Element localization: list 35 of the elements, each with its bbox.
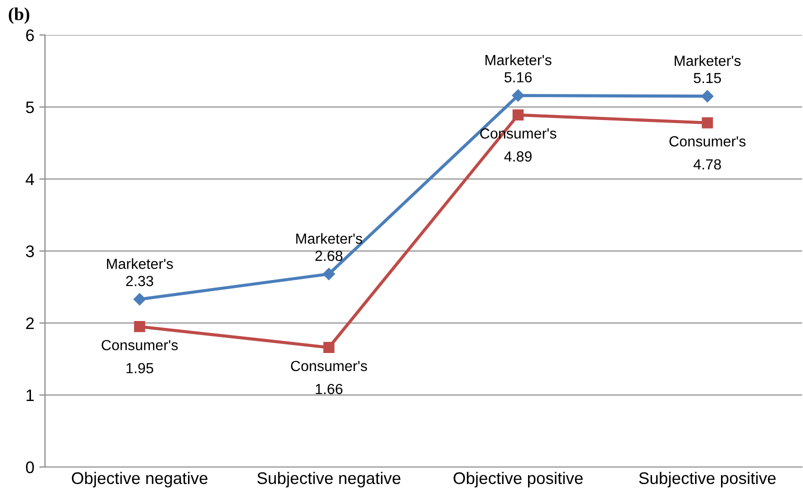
series-label: Marketer's: [296, 233, 362, 244]
y-tick-label: 2: [26, 317, 34, 330]
text: Consumer's: [669, 136, 746, 147]
point: [134, 293, 146, 306]
y-tick-label: 3: [26, 245, 34, 258]
y-tick-label: 6: [26, 29, 34, 42]
data-label: 1.66: [316, 384, 342, 394]
point: [701, 90, 714, 102]
data-label: 4.78: [694, 159, 721, 170]
point: [323, 342, 334, 354]
y-tick-label: 5: [26, 102, 34, 114]
chart-title: (b): [8, 7, 30, 24]
text: Marketer's: [674, 55, 741, 66]
x-tick-label: Subjective negative: [257, 472, 400, 488]
series-label: Consumer's: [102, 340, 178, 350]
text: Marketer's: [486, 54, 552, 66]
x-tick-label: Objective negative: [72, 472, 208, 488]
point: [134, 321, 146, 332]
x-tick-label: Objective positive: [454, 472, 583, 488]
y-tick-label: 4: [26, 174, 34, 186]
point: [512, 89, 524, 102]
point: [512, 109, 524, 120]
data-label: 2.68: [315, 250, 342, 261]
data-label: 5.16: [504, 72, 532, 82]
data-label: 2.33: [126, 276, 154, 286]
y-tick-label: 1: [26, 390, 34, 402]
y-tick-label: 0: [26, 461, 34, 474]
text: Marketer's: [107, 258, 173, 269]
point: [702, 117, 713, 128]
x-tick-label: Subjective positive: [639, 472, 776, 488]
data-label: 4.89: [504, 151, 532, 162]
point: [322, 268, 335, 280]
data-label: 5.15: [694, 72, 721, 84]
data-label: 1.95: [126, 362, 154, 374]
text: Consumer's: [290, 360, 368, 372]
